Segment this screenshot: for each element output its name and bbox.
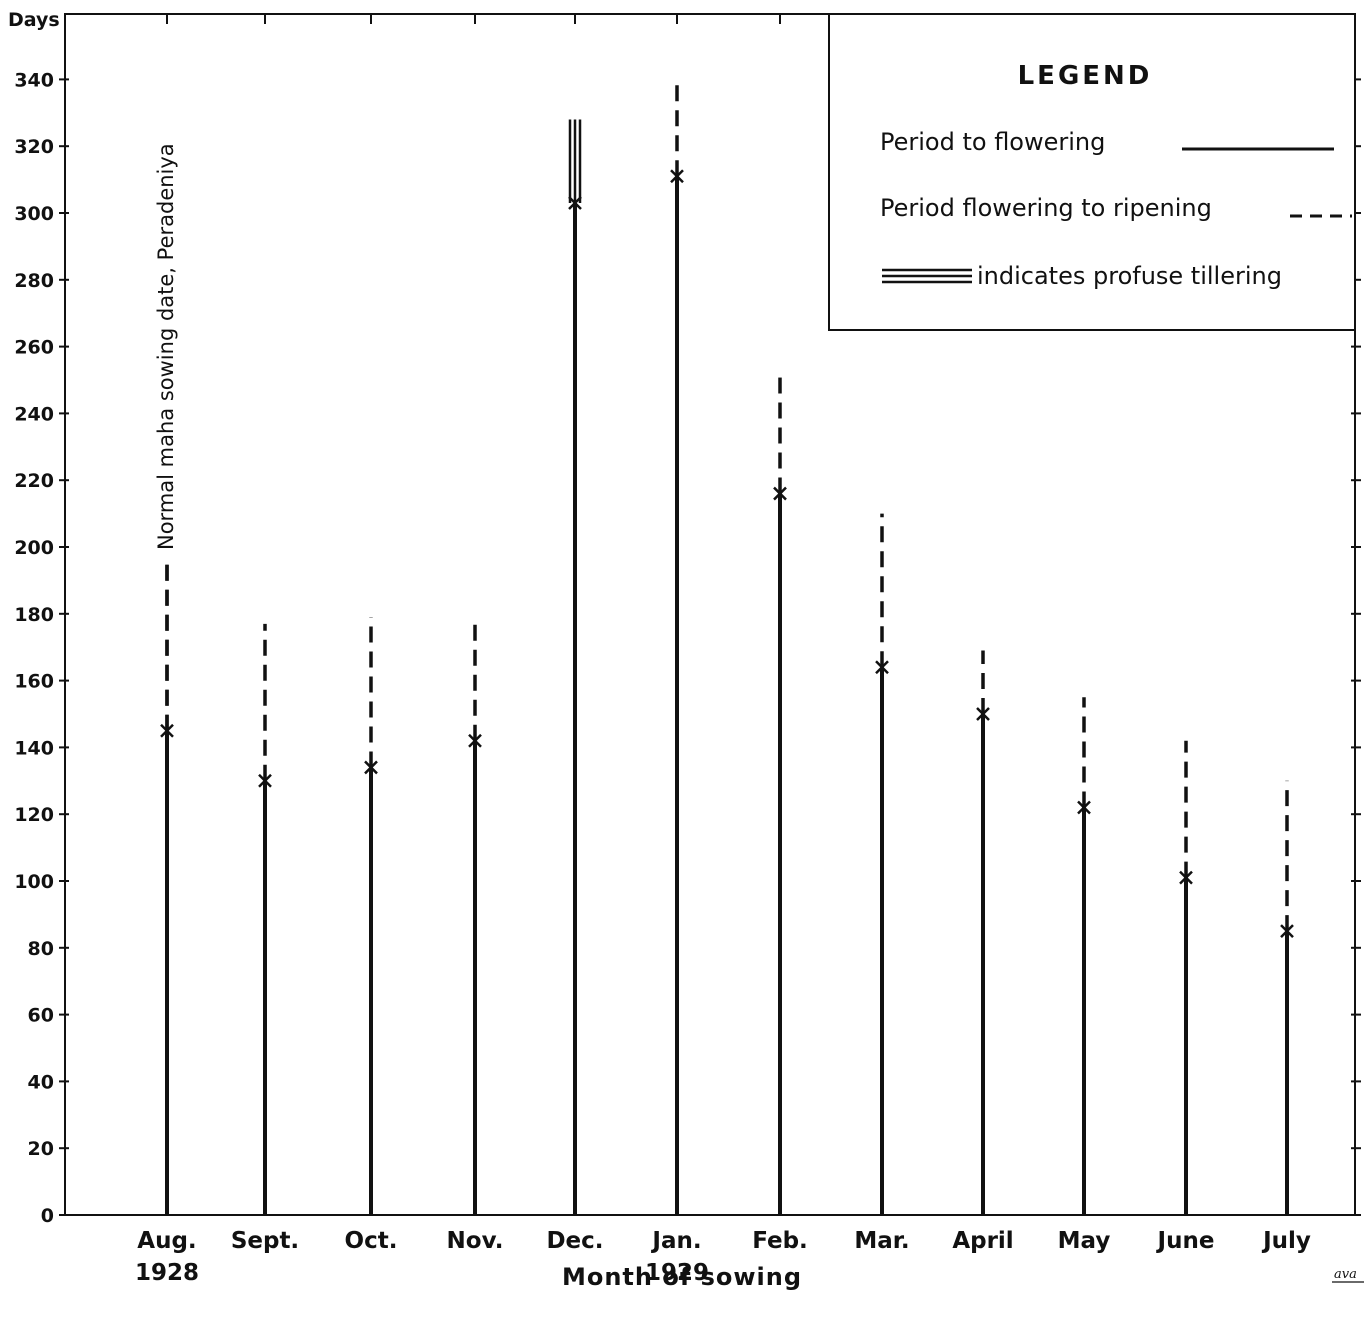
- flowering-marker-11: [1280, 924, 1294, 938]
- x-tick-label-1: Sept.: [231, 1228, 299, 1254]
- legend-title: LEGEND: [1018, 61, 1153, 91]
- flowering-marker-2: [364, 760, 378, 775]
- flowering-marker-8: [976, 707, 990, 721]
- legend-entry-tillering: indicates profuse tillering: [882, 262, 1282, 290]
- y-tick-label-260: 260: [14, 337, 54, 359]
- x-tick-label-10: June: [1156, 1228, 1215, 1254]
- legend-label-ripening: Period flowering to ripening: [880, 194, 1212, 222]
- year-label-0: 1928: [135, 1260, 199, 1286]
- x-tick-label-3: Nov.: [447, 1228, 504, 1254]
- flowering-marker-9: [1077, 800, 1091, 815]
- bars-layer: [160, 79, 1294, 1215]
- x-tick-label-6: Feb.: [752, 1228, 808, 1254]
- y-tick-label-240: 240: [14, 403, 54, 425]
- x-tick-label-5: Jan.: [650, 1228, 701, 1254]
- y-tick-label-60: 60: [28, 1005, 54, 1027]
- flowering-marker-10: [1179, 870, 1193, 885]
- y-tick-label-0: 0: [41, 1205, 54, 1227]
- legend: LEGEND Period to flowering Period flower…: [828, 13, 1356, 331]
- year-label-1: 1929: [645, 1260, 709, 1286]
- legend-label-flowering: Period to flowering: [880, 128, 1105, 156]
- flowering-marker-6: [773, 486, 787, 501]
- flowering-marker-5: [670, 169, 684, 184]
- signature: ava: [1332, 1267, 1364, 1283]
- annotation-normal-maha: Normal maha sowing date, Peradeniya: [154, 143, 178, 550]
- x-tick-label-7: Mar.: [854, 1228, 909, 1254]
- x-axis-title: Month of sowing: [562, 1263, 802, 1291]
- y-tick-label-300: 300: [14, 203, 54, 225]
- y-tick-label-80: 80: [28, 938, 54, 960]
- flowering-marker-1: [258, 773, 272, 788]
- legend-entry-ripening: Period flowering to ripening: [880, 194, 1352, 222]
- flowering-marker-3: [468, 733, 482, 748]
- svg-text:ava: ava: [1334, 1267, 1357, 1282]
- x-tick-label-2: Oct.: [345, 1228, 398, 1254]
- y-tick-label-200: 200: [14, 537, 54, 559]
- x-tick-label-4: Dec.: [546, 1228, 603, 1254]
- flowering-marker-7: [875, 660, 889, 675]
- y-tick-label-280: 280: [14, 270, 54, 292]
- y-tick-label-340: 340: [14, 69, 54, 91]
- y-tick-label-160: 160: [14, 671, 54, 693]
- y-tick-label-120: 120: [14, 804, 54, 826]
- x-tick-label-0: Aug.: [137, 1228, 196, 1254]
- y-axis-title: Days: [8, 9, 60, 31]
- legend-box: [828, 13, 1356, 331]
- legend-entry-flowering: Period to flowering: [880, 128, 1334, 156]
- y-tick-label-220: 220: [14, 470, 54, 492]
- flowering-marker-4: [568, 196, 582, 210]
- x-tick-label-11: July: [1261, 1228, 1311, 1254]
- y-tick-label-40: 40: [28, 1071, 54, 1093]
- x-axis: Aug. Sept. Oct. Nov. Dec. Jan. Feb. Mar. April Ma…: [135, 14, 1311, 1286]
- x-tick-label-9: May: [1058, 1228, 1111, 1254]
- y-tick-label-320: 320: [14, 136, 54, 158]
- x-tick-label-8: April: [952, 1228, 1013, 1254]
- y-tick-label-20: 20: [28, 1138, 54, 1160]
- y-tick-label-180: 180: [14, 604, 54, 626]
- y-axis: 0 20 40 60 80 100 120 140 160 180 200 220 240 260 280 3…: [14, 69, 1361, 1227]
- y-tick-label-100: 100: [14, 871, 54, 893]
- legend-label-tillering: indicates profuse tillering: [977, 262, 1282, 290]
- y-tick-label-140: 140: [14, 737, 54, 759]
